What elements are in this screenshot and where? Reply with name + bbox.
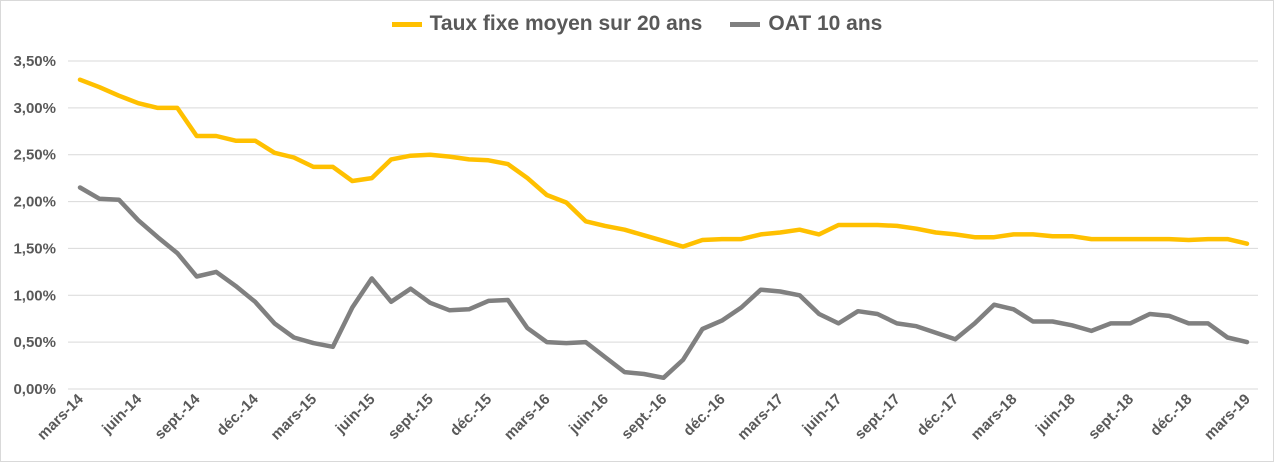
x-tick-label: mars-18 bbox=[968, 391, 1021, 444]
x-tick-label: sept.-14 bbox=[151, 390, 204, 443]
legend-item-taux-fixe: Taux fixe moyen sur 20 ans bbox=[391, 12, 703, 36]
x-tick-label: sept.-16 bbox=[618, 391, 670, 443]
y-tick-label: 0,00% bbox=[13, 381, 56, 398]
x-tick-label: juin-16 bbox=[565, 391, 612, 438]
x-tick-label: sept.-17 bbox=[852, 391, 904, 443]
y-tick-label: 1,50% bbox=[13, 240, 56, 257]
x-tick-label: juin-18 bbox=[1032, 391, 1079, 438]
x-tick-label: mars-16 bbox=[501, 391, 554, 444]
legend-swatch-oat bbox=[730, 21, 761, 27]
y-tick-label: 2,00% bbox=[13, 194, 56, 211]
y-tick-label: 3,00% bbox=[13, 100, 56, 117]
x-tick-label: mars-14 bbox=[34, 390, 87, 443]
y-tick-label: 2,50% bbox=[13, 147, 56, 164]
legend-label-oat: OAT 10 ans bbox=[768, 12, 883, 35]
x-tick-label: déc.-17 bbox=[913, 391, 962, 440]
x-tick-label: déc.-14 bbox=[213, 390, 262, 439]
x-tick-label: sept.-15 bbox=[385, 391, 437, 443]
x-tick-label: sept.-18 bbox=[1085, 391, 1137, 443]
series-line-taux-fixe bbox=[77, 77, 1250, 249]
series-line-oat bbox=[77, 185, 1250, 381]
legend-label-taux-fixe: Taux fixe moyen sur 20 ans bbox=[429, 12, 703, 35]
x-tick-label: juin-14 bbox=[98, 390, 145, 437]
y-tick-label: 0,50% bbox=[13, 334, 56, 351]
x-tick-label: juin-15 bbox=[332, 391, 379, 438]
x-tick-label: déc.-15 bbox=[447, 391, 496, 440]
x-tick-label: mars-17 bbox=[734, 391, 787, 444]
x-tick-label: déc.-18 bbox=[1147, 391, 1196, 440]
x-tick-label: mars-19 bbox=[1201, 391, 1254, 444]
x-tick-label: juin-17 bbox=[798, 391, 845, 438]
x-tick-label: déc.-16 bbox=[680, 391, 729, 440]
legend-item-oat: OAT 10 ans bbox=[730, 12, 882, 36]
y-tick-label: 1,00% bbox=[13, 287, 56, 304]
legend: Taux fixe moyen sur 20 ans OAT 10 ans bbox=[0, 12, 1274, 36]
y-tick-label: 3,50% bbox=[13, 53, 56, 70]
x-tick-label: mars-15 bbox=[268, 391, 321, 444]
legend-swatch-taux-fixe bbox=[391, 21, 422, 27]
